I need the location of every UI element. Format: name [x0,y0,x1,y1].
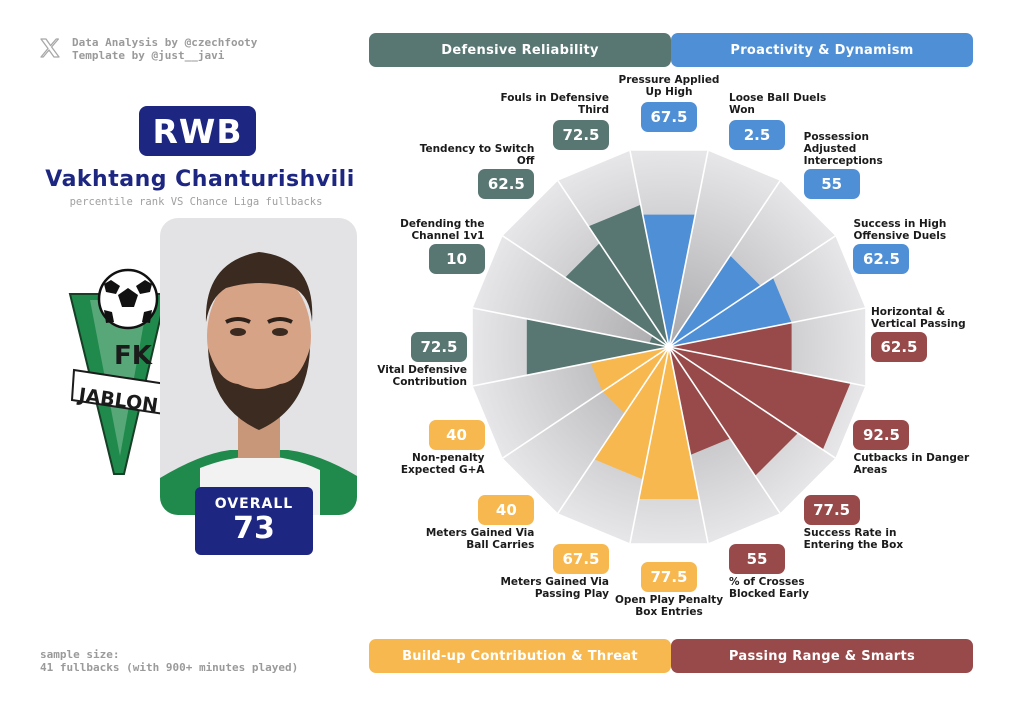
value-label: 62.5 [871,332,927,362]
radar-bar [669,347,851,450]
category-defensive-reliability: Defensive Reliability [369,33,671,67]
value-label: 77.5 [641,562,697,592]
radar-divider [668,150,709,348]
radar-divider [629,346,670,544]
radar-bar [669,255,761,347]
player-photo [160,218,357,515]
radar-divider [472,346,670,387]
radar-divider [668,180,781,348]
radar-bar [526,318,669,376]
metric-label: Defending the Channel 1v1 [400,217,485,242]
overall-value: 73 [233,511,275,546]
radar-divider [668,346,836,459]
value-label: 55 [729,544,786,575]
radar-divider [629,150,670,348]
radar-bar [590,347,669,392]
credits: Data Analysis by @czechfooty Template by… [38,36,257,62]
radar-divider [557,180,670,348]
radar-bar [594,347,669,480]
radar-divider [668,346,781,514]
overall-score: OVERALL 73 [195,487,313,555]
category-build-up-contribution: Build-up Contribution & Threat [369,639,671,673]
metric-label: Success Rate in Entering the Box [803,526,904,551]
credit-analysis: Data Analysis by @czechfooty [72,36,258,49]
metric-label: Possession Adjusted Interceptions [803,131,883,168]
metric-label: Success in High Offensive Duels [853,217,947,242]
radar-bar [669,322,792,372]
metric-label: Tendency to Switch Off [419,143,535,168]
radar-divider [502,346,670,459]
value-label: 55 [803,169,860,200]
metric-label: Horizontal & Vertical Passing [871,306,966,330]
radar-bar [588,204,669,347]
value-label: 67.5 [552,544,609,575]
metric-label: Meters Gained Via Passing Play [500,576,609,601]
club-text-fk: FK [114,341,153,371]
metric-label: Meters Gained Via Ball Carries [425,526,535,551]
value-label: 77.5 [803,494,860,525]
value-label: 40 [428,420,485,451]
x-logo-icon[interactable] [38,36,62,60]
radar-divider [668,307,866,348]
metric-label: Open Play Penalty Box Entries [614,594,724,618]
metric-label: Fouls in Defensive Third [500,91,609,116]
overall-label: OVERALL [214,496,294,512]
value-label: 62.5 [478,169,535,200]
radar-bar [669,347,798,476]
radar-bar [602,347,669,414]
club-logo-icon: FK JABLON [68,268,168,475]
metric-label: Non-penalty Expected G+A [400,452,485,477]
metric-label: Cutbacks in Danger Areas [853,452,970,477]
category-passing-range: Passing Range & Smarts [671,639,973,673]
sample-line-2: 41 fullbacks (with 900+ minutes played) [40,661,299,674]
value-label: 62.5 [853,243,910,274]
value-label: 92.5 [853,420,910,451]
radar-bar [669,347,731,455]
radar-divider [668,235,836,348]
metric-label: % of Crosses Blocked Early [729,576,809,601]
radar-bar [565,243,669,347]
value-label: 2.5 [729,119,786,150]
radar-divider [668,346,866,387]
radar-bar [669,277,792,347]
radar-divider [668,346,709,544]
category-proactivity-dynamism: Proactivity & Dynamism [671,33,973,67]
metric-label: Loose Ball Duels Won [729,91,827,116]
value-label: 40 [478,494,535,525]
radar-divider [557,346,670,514]
radar-divider [502,235,670,348]
radar-bar [638,347,700,499]
value-label: 10 [428,243,485,274]
sample-line-1: sample size: [40,648,120,661]
value-label: 72.5 [411,332,467,362]
radar-divider [472,307,670,348]
metric-label: Pressure Applied Up High [618,74,720,98]
credit-template: Template by @just__javi [72,49,225,62]
sample-size: sample size: 41 fullbacks (with 900+ min… [40,648,298,674]
radar-bar [642,214,696,347]
value-label: 67.5 [641,102,697,132]
value-label: 72.5 [552,119,609,150]
player-name: Vakhtang Chanturishvili [45,167,355,192]
subtitle: percentile rank VS Chance Liga fullbacks [69,196,323,208]
position-badge: RWB [139,106,256,156]
metric-label: Vital Defensive Contribution [377,364,467,388]
